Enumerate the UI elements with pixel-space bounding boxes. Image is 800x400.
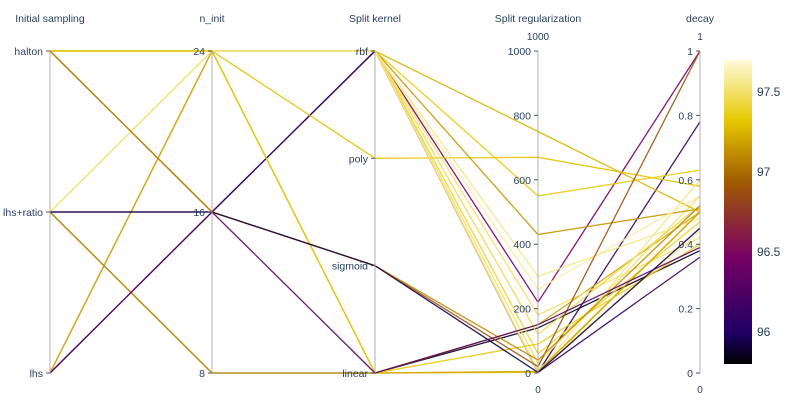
axes: Initial sampling halton lhs+ratio lhs n_init… [3, 13, 715, 396]
axis-tick-label: lhs [30, 368, 43, 380]
axis-tick-label: halton [14, 46, 43, 58]
axis-title-5: decay [686, 13, 715, 25]
axis-tick-label: 16 [193, 207, 205, 219]
axis-tick-label: 400 [513, 239, 531, 251]
colorbar-tick-label: 96.5 [757, 245, 781, 259]
axis-tick-label: poly [349, 153, 369, 165]
colorbar: 96 96.5 97 97.5 [724, 60, 781, 364]
axis-tick-label: 1000 [508, 46, 532, 58]
axis-title-1: Initial sampling [15, 13, 85, 25]
axis-tick-label: 24 [193, 46, 205, 58]
axis-title-2: n_init [199, 13, 224, 25]
colorbar-gradient [724, 60, 752, 364]
axis-tick-label: 0.2 [678, 304, 693, 316]
axis-tick-label: sigmoid [332, 261, 368, 273]
axis-tick-label: 1 [687, 46, 693, 58]
axis-title-3: Split kernel [349, 13, 401, 25]
colorbar-tick-label: 97 [757, 165, 771, 179]
axis-tick-label: 8 [199, 368, 205, 380]
axis-title-4: Split regularization [495, 13, 582, 25]
axis-tick-label: linear [342, 368, 368, 380]
axis-tick-label: rbf [356, 46, 368, 58]
axis-tick-label: lhs+ratio [3, 207, 43, 219]
axis-tick-label: 0.6 [678, 175, 693, 187]
axis-tick-label: 600 [513, 175, 531, 187]
axis-tick-label: 800 [513, 110, 531, 122]
axis-range-min-label: 0 [535, 385, 541, 396]
axis-tick-label: 200 [513, 304, 531, 316]
axis-range-max-label: 1000 [527, 32, 550, 43]
axis-tick-label: 0.4 [678, 239, 693, 251]
axis-tick-label: 0 [687, 368, 693, 380]
colorbar-tick-label: 96 [757, 325, 771, 339]
axis-tick-label: 0.8 [678, 110, 693, 122]
axis-tick-label: 0 [525, 368, 531, 380]
axis-range-max-label: 1 [697, 32, 703, 43]
colorbar-tick-label: 97.5 [757, 85, 781, 99]
axis-range-min-label: 0 [697, 385, 703, 396]
